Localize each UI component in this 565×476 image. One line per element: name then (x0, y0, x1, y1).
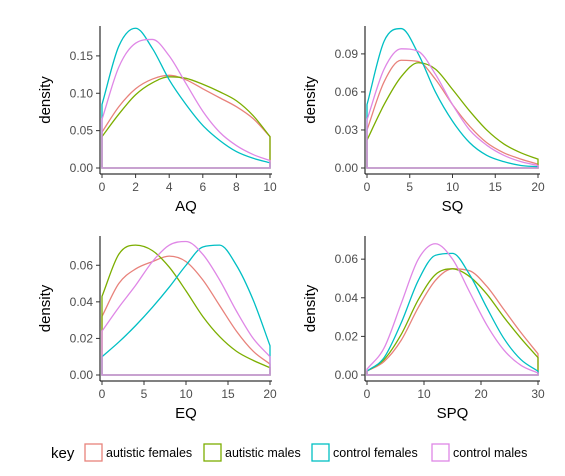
x-tick-label: 5 (406, 180, 413, 194)
x-tick-label: 5 (141, 387, 148, 401)
legend-item-autistic-males: autistic males (203, 443, 301, 462)
x-tick-label: 10 (417, 387, 431, 401)
legend-swatch (84, 443, 103, 462)
x-tick-label: 30 (531, 387, 545, 401)
density-curve-control-males (101, 240, 271, 376)
x-tick-label: 20 (474, 387, 488, 401)
x-tick-label: 10 (179, 387, 193, 401)
y-tick-label: 0.02 (70, 331, 94, 345)
x-tick-label: 4 (166, 180, 173, 194)
y-tick-label: 0.04 (335, 291, 359, 305)
density-curve-autistic-males (101, 76, 271, 169)
legend-swatch (311, 443, 330, 462)
y-tick-label: 0.05 (70, 124, 94, 138)
y-axis-title: density (302, 284, 319, 332)
y-tick-label: 0.00 (335, 161, 359, 175)
x-tick-label: 0 (99, 387, 106, 401)
y-axis-title: density (37, 76, 54, 124)
x-axis-title: SPQ (437, 405, 469, 422)
legend-label: autistic males (225, 446, 301, 460)
y-tick-label: 0.06 (335, 85, 359, 99)
density-curve-control-females (366, 27, 539, 169)
x-tick-label: 6 (199, 180, 206, 194)
x-axis-title: AQ (175, 198, 197, 215)
x-tick-label: 0 (364, 180, 371, 194)
x-tick-label: 20 (263, 387, 277, 401)
legend-swatch (203, 443, 222, 462)
y-tick-label: 0.04 (70, 295, 94, 309)
x-tick-label: 20 (531, 180, 545, 194)
y-tick-label: 0.06 (70, 258, 94, 272)
y-tick-label: 0.00 (70, 161, 94, 175)
density-curve-autistic-females (366, 59, 539, 169)
density-curve-control-females (101, 244, 271, 376)
density-curve-control-males (101, 38, 271, 169)
x-tick-label: 8 (233, 180, 240, 194)
y-axis-title: density (37, 284, 54, 332)
y-tick-label: 0.09 (335, 47, 359, 61)
y-tick-label: 0.15 (70, 49, 94, 63)
legend-label: control males (453, 446, 527, 460)
legend-swatch (431, 443, 450, 462)
x-tick-label: 0 (99, 180, 106, 194)
x-tick-label: 15 (221, 387, 235, 401)
x-tick-label: 10 (446, 180, 460, 194)
y-tick-label: 0.02 (335, 329, 359, 343)
panel-eq: 0.00 0.02 0.04 0.06 0 5 10 15 20 EQ density (37, 236, 277, 422)
y-tick-label: 0.10 (70, 86, 94, 100)
x-tick-label: 10 (263, 180, 277, 194)
legend: key autistic females autistic males control… (51, 443, 527, 462)
x-tick-label: 15 (489, 180, 503, 194)
legend-label: autistic females (106, 446, 192, 460)
legend-item-control-males: control males (431, 443, 527, 462)
legend-item-control-females: control females (311, 443, 418, 462)
density-curve-control-males (366, 243, 539, 376)
y-tick-label: 0.00 (335, 368, 359, 382)
y-tick-label: 0.03 (335, 123, 359, 137)
density-curve-autistic-females (101, 74, 271, 169)
y-axis-title: density (302, 76, 319, 124)
panel-sq: 0.00 0.03 0.06 0.09 0 5 10 15 20 SQ density (302, 26, 545, 215)
density-curve-autistic-males (101, 244, 271, 376)
x-axis-title: SQ (442, 198, 464, 215)
legend-title: key (51, 445, 75, 462)
y-tick-label: 0.00 (70, 368, 94, 382)
legend-label: control females (333, 446, 418, 460)
y-tick-label: 0.06 (335, 252, 359, 266)
x-tick-label: 2 (132, 180, 139, 194)
panel-aq: 0.00 0.05 0.10 0.15 0 2 4 6 8 10 AQ density (37, 26, 277, 215)
density-curve-control-females (366, 252, 539, 376)
density-curve-autistic-males (366, 62, 539, 169)
density-curve-control-males (366, 48, 539, 169)
legend-item-autistic-females: autistic females (84, 443, 192, 462)
density-curve-autistic-males (366, 268, 539, 376)
panel-spq: 0.00 0.02 0.04 0.06 0 10 20 30 SPQ density (302, 236, 545, 422)
x-tick-label: 0 (364, 387, 371, 401)
density-curve-control-females (101, 27, 271, 169)
x-axis-title: EQ (175, 405, 197, 422)
density-curve-autistic-females (101, 255, 271, 376)
